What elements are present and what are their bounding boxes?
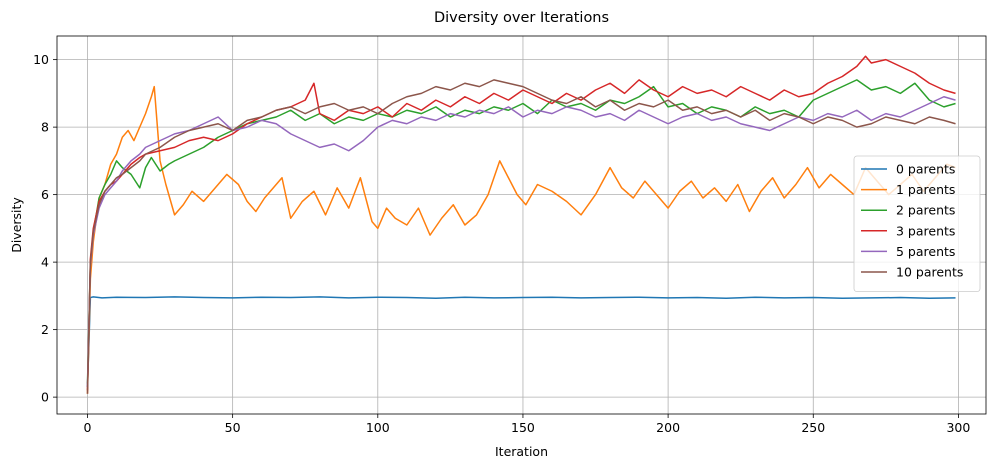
x-tick-label: 150 <box>511 420 535 435</box>
legend-label-5: 10 parents <box>896 265 963 280</box>
x-tick-label: 200 <box>656 420 680 435</box>
series-line-5 <box>86 79 956 394</box>
plot-frame <box>56 35 987 415</box>
x-tick-label: 50 <box>225 420 241 435</box>
x-tick-label: 0 <box>84 420 92 435</box>
y-tick-label: 4 <box>41 255 49 270</box>
series-lines <box>86 55 956 394</box>
legend: 0 parents 1 parents 2 parents 3 parents 5 pa… <box>853 155 981 293</box>
series-line-0 <box>86 296 956 388</box>
x-tick-label: 250 <box>801 420 825 435</box>
series-line-3 <box>86 55 956 391</box>
series-line-2 <box>86 79 956 384</box>
y-tick-label: 6 <box>41 187 49 202</box>
x-tick-label: 100 <box>366 420 390 435</box>
legend-label-3: 3 parents <box>896 223 955 238</box>
legend-label-1: 1 parents <box>896 182 955 197</box>
y-tick-label: 8 <box>41 120 49 135</box>
legend-label-0: 0 parents <box>896 162 955 177</box>
y-axis: 0 2 4 6 8 10 <box>33 52 57 405</box>
y-tick-label: 0 <box>41 390 49 405</box>
x-tick-label: 300 <box>946 420 970 435</box>
grid <box>57 36 986 414</box>
legend-label-4: 5 parents <box>896 244 955 259</box>
legend-label-2: 2 parents <box>896 203 955 218</box>
x-axis-label: Iteration <box>495 444 548 459</box>
x-axis: 0 50 100 150 200 250 300 <box>84 414 970 435</box>
y-axis-label: Diversity <box>9 197 24 253</box>
chart-title: Diversity over Iterations <box>434 10 609 26</box>
y-tick-label: 2 <box>41 322 49 337</box>
y-tick-label: 10 <box>33 52 49 67</box>
